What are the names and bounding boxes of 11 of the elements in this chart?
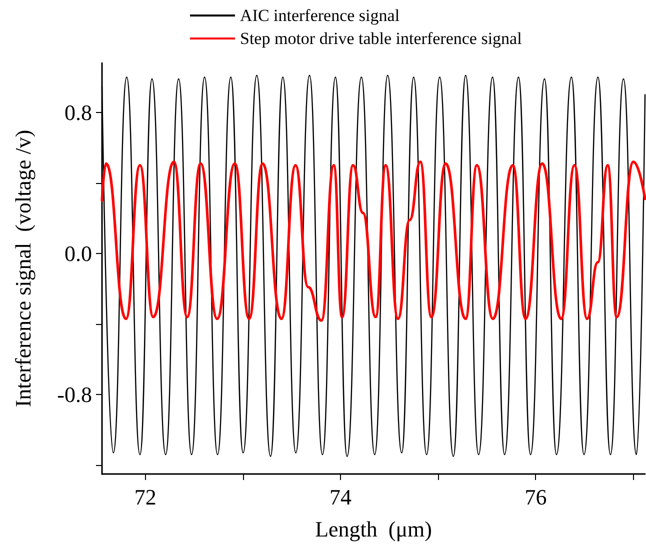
x-tick-label: 76 <box>524 484 547 510</box>
y-tick-label: 0.0 <box>64 241 92 266</box>
x-axis-title: Length (μm) <box>315 516 432 542</box>
legend-label: AIC interference signal <box>240 6 400 25</box>
y-tick-label: -0.8 <box>57 382 92 408</box>
legend-label: Step motor drive table interference signal <box>240 29 522 48</box>
x-tick-label: 72 <box>134 484 156 510</box>
y-axis-title: Interference signal (voltage /v) <box>10 130 36 408</box>
line-series <box>100 160 646 322</box>
y-tick-label: 0.8 <box>64 100 92 125</box>
x-tick-label: 74 <box>330 484 352 510</box>
